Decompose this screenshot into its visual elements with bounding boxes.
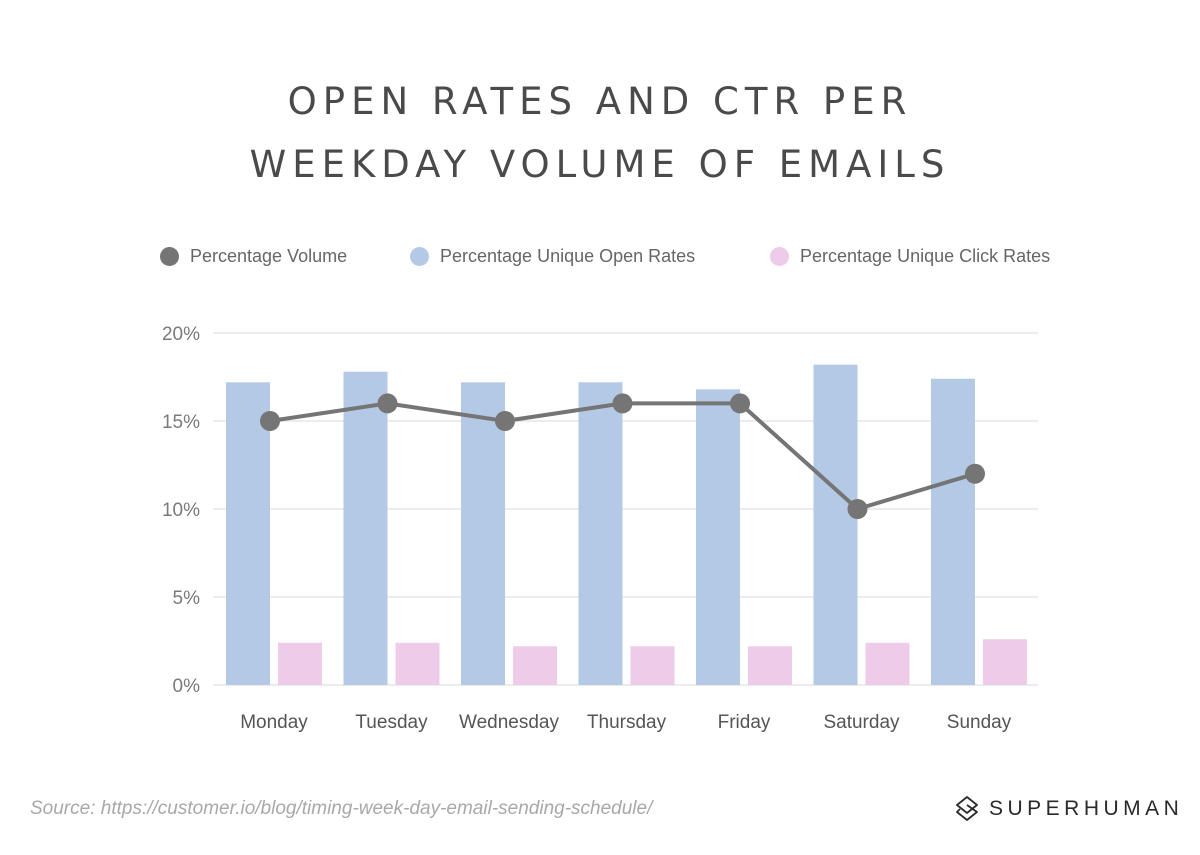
bar-click-rate — [395, 642, 440, 685]
legend-label-volume: Percentage Volume — [190, 246, 348, 266]
chart-title-line-2: WEEKDAY VOLUME OF EMAILS — [249, 143, 951, 186]
x-tick-label: Friday — [718, 712, 771, 733]
x-tick-label: Wednesday — [459, 712, 559, 733]
brand-name: SUPERHUMAN — [989, 797, 1184, 820]
brand-logo: SUPERHUMAN — [955, 796, 1183, 822]
bar-open-rate — [343, 371, 388, 685]
bar-click-rate — [748, 646, 792, 685]
legend-swatch-open-rates — [410, 247, 429, 266]
point-volume — [377, 393, 398, 414]
legend-swatch-click-rates — [770, 247, 789, 266]
y-tick-label: 10% — [162, 500, 200, 521]
bar-open-rate — [226, 382, 270, 685]
bar-open-rate — [931, 378, 975, 685]
x-tick-label: Sunday — [947, 712, 1012, 733]
superhuman-logo-icon — [956, 796, 978, 821]
chart-title-line-1: OPEN RATES AND CTR PER — [287, 80, 913, 123]
point-volume — [495, 411, 515, 431]
bar-click-rate — [513, 646, 557, 685]
legend-item-open-rates: Percentage Unique Open Rates — [410, 246, 695, 267]
bar-open-rate — [696, 389, 740, 685]
bar-click-rate — [630, 646, 675, 685]
point-volume — [260, 411, 280, 431]
bar-open-rate — [461, 382, 505, 685]
point-volume — [965, 463, 985, 484]
legend-item-click-rates: Percentage Unique Click Rates — [770, 246, 1050, 267]
legend-item-volume: Percentage Volume — [160, 246, 347, 267]
point-volume — [847, 499, 868, 519]
bar-open-rate — [578, 382, 623, 685]
y-tick-label: 5% — [173, 588, 201, 609]
x-tick-label: Tuesday — [355, 712, 428, 733]
y-tick-label: 15% — [162, 412, 200, 433]
bar-click-rate — [865, 642, 910, 685]
x-tick-label: Thursday — [587, 712, 667, 733]
legend-label-click-rates: Percentage Unique Click Rates — [800, 246, 1051, 266]
source-citation: Source: https://customer.io/blog/timing-… — [30, 798, 653, 819]
x-tick-label: Saturday — [823, 712, 900, 733]
bar-open-rate — [813, 364, 858, 685]
point-volume — [612, 393, 633, 414]
legend-swatch-volume — [160, 247, 179, 266]
point-volume — [730, 393, 750, 414]
x-tick-label: Monday — [240, 712, 308, 733]
legend-label-open-rates: Percentage Unique Open Rates — [440, 246, 696, 266]
bar-click-rate — [983, 639, 1027, 685]
bar-click-rate — [278, 642, 322, 685]
y-tick-label: 20% — [162, 324, 200, 345]
y-tick-label: 0% — [173, 676, 201, 697]
